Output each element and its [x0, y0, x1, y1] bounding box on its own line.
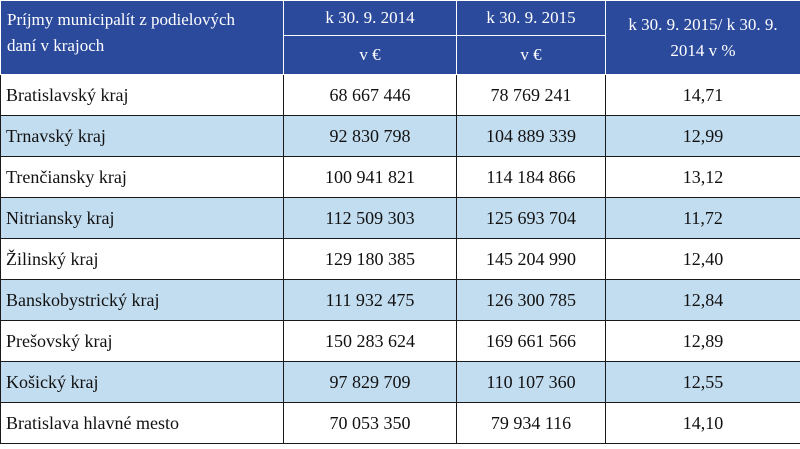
percent-change: 11,72	[605, 197, 800, 239]
table-row: Košický kraj 97 829 709 110 107 360 12,5…	[0, 361, 800, 403]
header-unit-2015: v €	[456, 35, 606, 75]
header-title-cell: Príjmy municipalít z podielových daní v …	[0, 0, 284, 75]
value-2015: 104 889 339	[456, 115, 606, 157]
table-row: Trnavský kraj 92 830 798 104 889 339 12,…	[0, 115, 800, 157]
value-2015: 114 184 866	[456, 156, 606, 198]
table-header: Príjmy municipalít z podielových daní v …	[0, 0, 800, 75]
value-2014: 111 932 475	[283, 279, 457, 321]
table-row: Bratislavský kraj 68 667 446 78 769 241 …	[0, 74, 800, 116]
percent-change: 12,89	[605, 320, 800, 362]
value-2015: 145 204 990	[456, 238, 606, 280]
value-2014: 112 509 303	[283, 197, 457, 239]
header-title-line1: Príjmy municipalít z podielových	[7, 10, 236, 29]
table-row: Nitriansky kraj 112 509 303 125 693 704 …	[0, 197, 800, 239]
percent-change: 14,10	[605, 402, 800, 444]
region-name: Trenčiansky kraj	[0, 156, 284, 198]
region-name: Košický kraj	[0, 361, 284, 403]
region-name: Bratislava hlavné mesto	[0, 402, 284, 444]
region-name: Žilinský kraj	[0, 238, 284, 280]
value-2014: 92 830 798	[283, 115, 457, 157]
header-ratio-cell: k 30. 9. 2015/ k 30. 9. 2014 v %	[605, 0, 800, 75]
value-2014: 68 667 446	[283, 74, 457, 116]
region-name: Bratislavský kraj	[0, 74, 284, 116]
region-name: Trnavský kraj	[0, 115, 284, 157]
value-2015: 78 769 241	[456, 74, 606, 116]
value-2015: 125 693 704	[456, 197, 606, 239]
header-2014: k 30. 9. 2014	[283, 0, 457, 36]
header-2015: k 30. 9. 2015	[456, 0, 606, 36]
region-name: Nitriansky kraj	[0, 197, 284, 239]
header-ratio-line1: k 30. 9. 2015/ k 30. 9.	[628, 14, 778, 34]
percent-change: 12,40	[605, 238, 800, 280]
table-row: Bratislava hlavné mesto 70 053 350 79 93…	[0, 402, 800, 444]
value-2014: 129 180 385	[283, 238, 457, 280]
header-title-line2: daní v krajoch	[7, 36, 105, 55]
header-ratio-line2: 2014 v %	[670, 40, 736, 60]
percent-change: 13,12	[605, 156, 800, 198]
percent-change: 14,71	[605, 74, 800, 116]
table-row: Žilinský kraj 129 180 385 145 204 990 12…	[0, 238, 800, 280]
value-2015: 169 661 566	[456, 320, 606, 362]
table-row: Trenčiansky kraj 100 941 821 114 184 866…	[0, 156, 800, 198]
table-body: Bratislavský kraj 68 667 446 78 769 241 …	[0, 74, 800, 444]
table-row: Prešovský kraj 150 283 624 169 661 566 1…	[0, 320, 800, 362]
value-2014: 97 829 709	[283, 361, 457, 403]
percent-change: 12,55	[605, 361, 800, 403]
percent-change: 12,99	[605, 115, 800, 157]
value-2014: 150 283 624	[283, 320, 457, 362]
value-2015: 79 934 116	[456, 402, 606, 444]
table-row: Banskobystrický kraj 111 932 475 126 300…	[0, 279, 800, 321]
value-2015: 126 300 785	[456, 279, 606, 321]
header-unit-2014: v €	[283, 35, 457, 75]
region-name: Banskobystrický kraj	[0, 279, 284, 321]
value-2014: 70 053 350	[283, 402, 457, 444]
percent-change: 12,84	[605, 279, 800, 321]
region-name: Prešovský kraj	[0, 320, 284, 362]
value-2015: 110 107 360	[456, 361, 606, 403]
value-2014: 100 941 821	[283, 156, 457, 198]
